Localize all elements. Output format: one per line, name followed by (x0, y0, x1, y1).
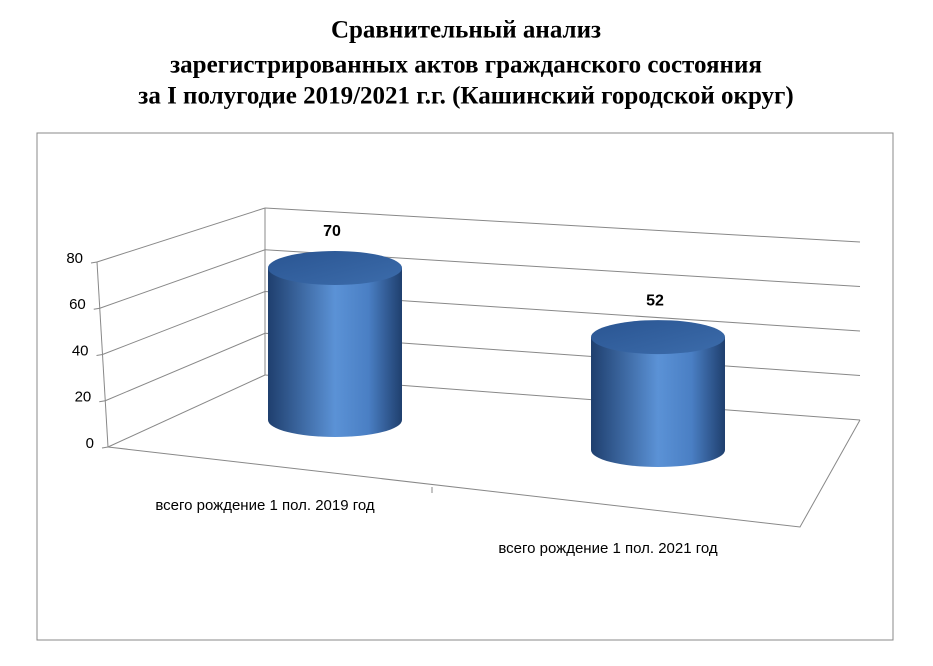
x-tick-label: всего рождение 1 пол. 2019 год (155, 497, 375, 514)
y-tick-label: 20 (75, 389, 92, 406)
chart-frame (36, 132, 894, 641)
y-tick-label: 40 (72, 342, 89, 359)
grid-line (105, 332, 266, 402)
bar (591, 337, 725, 467)
grid-line (96, 207, 266, 263)
tick-mark (93, 307, 100, 310)
chart-title: зарегистрированных актов гражданского со… (170, 52, 762, 79)
data-label: 70 (323, 223, 341, 240)
grid-line (99, 249, 266, 309)
bar-top (591, 320, 725, 355)
grid-line (107, 374, 266, 448)
x-tick-label: всего рождение 1 пол. 2021 год (498, 540, 718, 557)
y-tick-label: 80 (66, 250, 83, 267)
y-tick-label: 60 (69, 296, 86, 313)
chart-title: за I полугодие 2019/2021 г.г. (Кашинский… (138, 83, 793, 110)
tick-mark (96, 354, 103, 356)
tick-mark (90, 261, 98, 264)
grid-line (102, 291, 266, 355)
y-tick-label: 0 (86, 435, 94, 452)
floor (107, 419, 861, 528)
tick-mark (99, 400, 106, 403)
bar-top (268, 251, 402, 285)
grid-line (264, 207, 861, 243)
bar (268, 268, 402, 437)
data-label: 52 (646, 292, 664, 309)
tick-mark (101, 446, 109, 449)
chart-title: Сравнительный анализ (331, 17, 601, 44)
